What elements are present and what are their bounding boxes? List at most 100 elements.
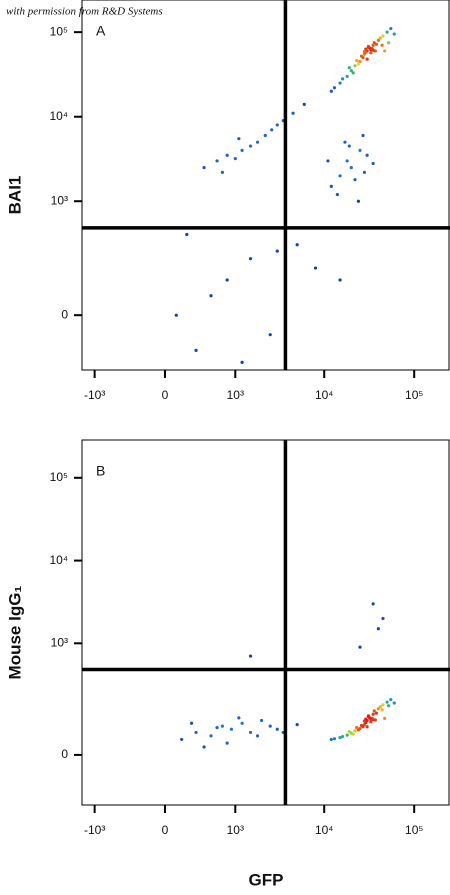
event-dot (371, 718, 375, 722)
event-dot (259, 718, 264, 723)
event-dot (353, 729, 357, 733)
event-dot (329, 184, 333, 188)
event-dot (369, 51, 373, 55)
event-dot (378, 705, 382, 709)
event-dot (365, 725, 369, 729)
event-dot (291, 111, 295, 115)
x-tick-label: 0 (162, 823, 169, 837)
event-dot (355, 59, 359, 63)
event-dot (376, 707, 380, 711)
event-dot (387, 41, 391, 45)
event-dot (362, 49, 367, 54)
event-dot (389, 697, 393, 702)
event-dot (335, 192, 339, 197)
event-dot (332, 737, 337, 741)
event-dot (275, 727, 279, 731)
event-dot (345, 733, 349, 737)
event-dot (369, 720, 373, 724)
event-dot (383, 49, 387, 53)
event-dot (345, 159, 349, 163)
event-dot (202, 745, 206, 749)
event-dot (362, 719, 367, 723)
event-dot (329, 89, 333, 93)
y-tick-label: 10⁴ (49, 109, 68, 123)
event-dot (371, 602, 375, 606)
event-dot (215, 159, 219, 163)
event-dot (358, 645, 362, 649)
event-dot (385, 700, 389, 704)
event-dot (233, 156, 237, 161)
event-dot (374, 711, 378, 715)
event-dot (268, 333, 272, 337)
event-dot (347, 144, 351, 148)
x-tick-label: -10³ (84, 823, 105, 837)
event-dot (359, 723, 364, 728)
event-dot (356, 728, 361, 732)
event-dot (302, 102, 306, 106)
x-tick-label: 10⁵ (405, 823, 423, 837)
event-dot (347, 66, 351, 70)
event-dot (209, 734, 213, 738)
y-axis-title: Mouse IgG₁ (5, 586, 24, 680)
event-dot (356, 199, 361, 203)
event-dot (263, 133, 267, 138)
event-dot (313, 266, 318, 270)
y-tick-label: 10³ (51, 193, 68, 207)
x-tick-label: 10⁴ (315, 823, 334, 837)
event-dot (268, 724, 272, 728)
event-dot (340, 734, 345, 739)
event-dot (381, 34, 385, 38)
event-dot (295, 723, 299, 727)
event-dot (389, 27, 393, 31)
event-dot (361, 133, 365, 138)
event-dot (392, 32, 396, 36)
event-dot (202, 166, 206, 170)
event-dot (225, 153, 229, 157)
event-dot (351, 732, 355, 736)
event-dot (347, 730, 351, 734)
event-dot (338, 736, 342, 740)
event-dot (295, 243, 299, 247)
event-dot (185, 232, 189, 237)
x-tick-label: 10³ (227, 823, 244, 837)
event-dot (275, 249, 279, 253)
event-dot (376, 38, 380, 42)
plot-frame (81, 0, 450, 371)
event-dot (174, 313, 178, 317)
event-dot (349, 69, 353, 73)
event-dot (366, 45, 371, 50)
event-dot (374, 42, 378, 46)
event-dot (275, 123, 279, 127)
event-dot (194, 730, 198, 735)
event-dot (220, 170, 224, 174)
event-dot (180, 737, 184, 742)
event-dot (387, 704, 391, 708)
event-dot (329, 737, 333, 742)
event-dot (385, 30, 389, 34)
event-dot (215, 726, 219, 730)
event-dot (358, 59, 362, 64)
event-dot (392, 701, 396, 705)
event-dot (351, 71, 355, 75)
event-dot (371, 161, 375, 166)
event-dot (365, 153, 369, 157)
event-dot (332, 86, 337, 90)
event-dot (380, 708, 384, 712)
y-tick-label: 0 (61, 747, 68, 761)
x-axis-title: GFP (249, 870, 284, 889)
event-dot (380, 43, 384, 47)
event-dot (378, 36, 382, 40)
event-dot (240, 148, 244, 152)
x-tick-label: 0 (162, 388, 169, 402)
event-dot (209, 294, 213, 298)
event-dot (364, 47, 368, 51)
y-axis-title: BAI1 (5, 176, 24, 215)
event-dot (371, 43, 375, 47)
y-tick-label: 10⁵ (50, 24, 68, 38)
event-dot (255, 140, 260, 144)
event-dot (372, 709, 376, 713)
event-dot (225, 741, 229, 745)
y-tick-label: 10³ (51, 635, 68, 649)
event-dot (343, 140, 347, 144)
